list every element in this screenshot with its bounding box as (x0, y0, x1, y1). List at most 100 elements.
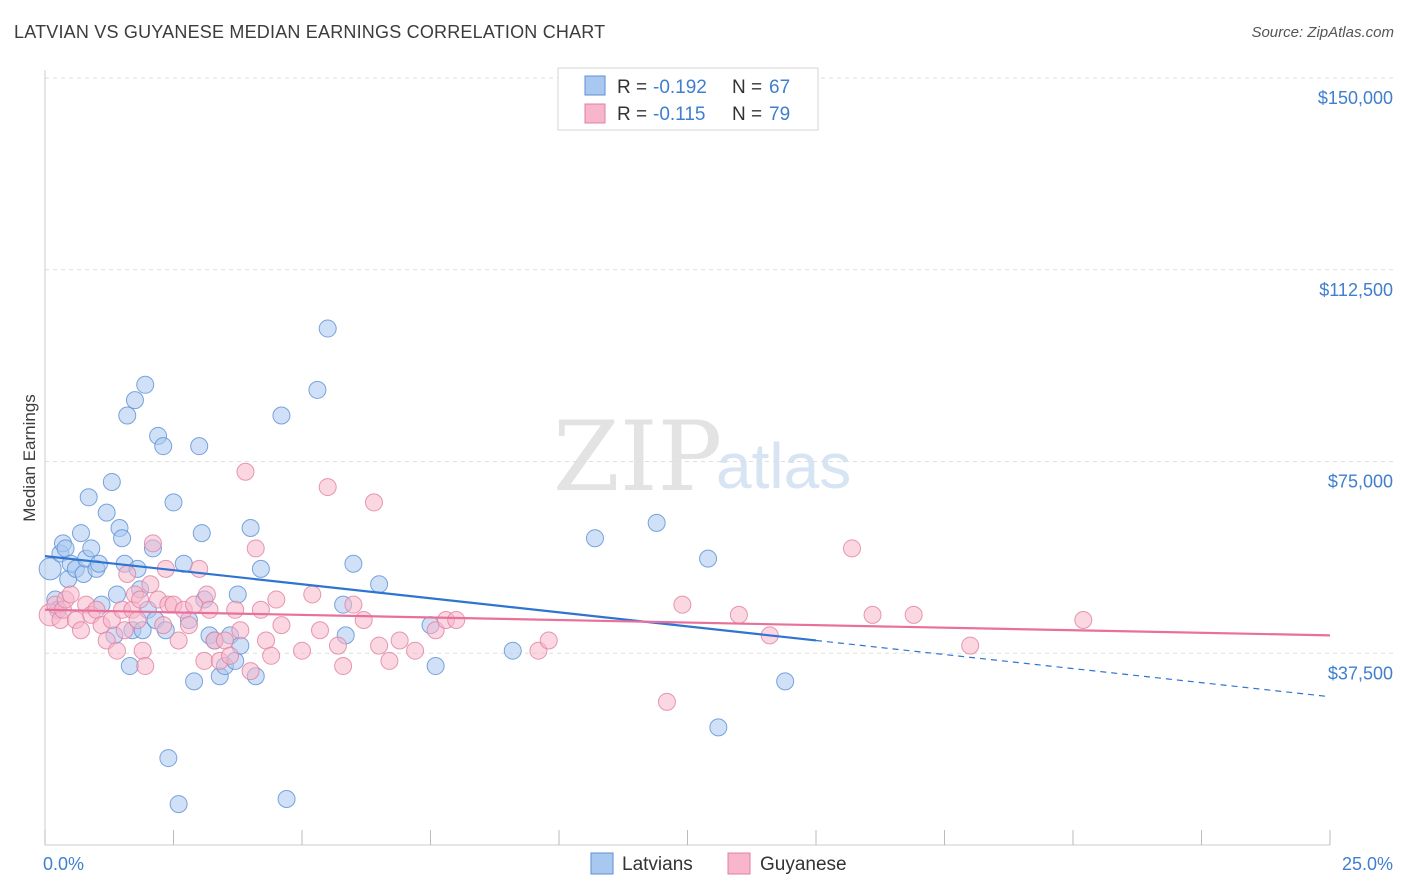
point-guyanese-35 (190, 559, 209, 578)
point-guyanese-61 (364, 493, 383, 512)
point-guyanese-43 (226, 600, 245, 619)
point-guyanese-5 (61, 585, 80, 604)
point-guyanese-57 (328, 636, 347, 655)
point-guyanese-36 (195, 651, 214, 670)
bottom-legend-swatch-latvians (590, 852, 614, 875)
point-latvians-15 (89, 554, 108, 573)
legend-r-value-1: -0.192 (653, 77, 707, 98)
point-guyanese-25 (143, 534, 162, 553)
point-latvians-39 (164, 493, 183, 512)
point-guyanese-71 (657, 692, 676, 711)
point-guyanese-37 (197, 585, 216, 604)
point-guyanese-16 (115, 621, 134, 640)
point-guyanese-73 (729, 605, 748, 624)
point-latvians-9 (71, 524, 90, 543)
point-guyanese-27 (154, 616, 173, 635)
point-guyanese-41 (215, 631, 234, 650)
point-latvians-45 (192, 524, 211, 543)
point-latvians-64 (344, 554, 363, 573)
point-guyanese-17 (118, 564, 137, 583)
point-latvians-68 (503, 641, 522, 660)
point-guyanese-62 (370, 636, 389, 655)
x-tick-label-max: 25.0% (1342, 854, 1393, 874)
point-latvians-73 (776, 672, 795, 691)
legend-n-value-2: 79 (769, 104, 790, 125)
point-guyanese-60 (354, 611, 373, 630)
axes: $37,500 $75,000 $112,500 $150,000 (44, 70, 1393, 846)
trend-extension-latvians (815, 639, 1331, 698)
point-guyanese-72 (673, 595, 692, 614)
y-axis-label: Median Earnings (20, 394, 39, 522)
point-latvians-65 (370, 575, 389, 594)
point-latvians-57 (251, 559, 270, 578)
trend-line-latvians (44, 555, 817, 642)
legend-n-value-1: 67 (769, 77, 790, 98)
point-guyanese-78 (961, 636, 980, 655)
point-latvians-40 (169, 795, 188, 814)
point-guyanese-49 (257, 631, 276, 650)
point-latvians-44 (190, 437, 209, 456)
y-tick-label-1: $75,000 (1328, 472, 1393, 492)
point-guyanese-75 (842, 539, 861, 558)
series-legend: Latvians Guyanese (590, 852, 847, 875)
point-guyanese-33 (179, 616, 198, 635)
y-tick-label-0: $37,500 (1328, 663, 1393, 683)
source-label: Source: ZipAtlas.com (1251, 24, 1394, 41)
point-guyanese-23 (136, 657, 155, 676)
point-guyanese-47 (246, 539, 265, 558)
bottom-legend-guyanese: Guyanese (760, 854, 847, 875)
point-latvians-43 (185, 672, 204, 691)
chart-title: LATVIAN VS GUYANESE MEDIAN EARNINGS CORR… (14, 22, 606, 42)
bottom-legend-swatch-guyanese (727, 852, 751, 875)
point-guyanese-52 (272, 616, 291, 635)
y-tick-label-3: $150,000 (1318, 88, 1393, 108)
point-latvians-53 (228, 585, 247, 604)
point-latvians-22 (113, 529, 132, 548)
data-points (38, 319, 1093, 814)
point-guyanese-51 (267, 590, 286, 609)
point-latvians-70 (647, 513, 666, 532)
point-guyanese-48 (251, 600, 270, 619)
point-latvians-24 (118, 406, 137, 425)
point-guyanese-70 (539, 631, 558, 650)
point-guyanese-68 (447, 611, 466, 630)
point-guyanese-77 (904, 605, 923, 624)
y-tick-label-2: $112,500 (1319, 280, 1393, 300)
point-guyanese-64 (390, 631, 409, 650)
legend-r-label-1: R = (617, 77, 647, 98)
legend-r-value-2: -0.115 (653, 104, 705, 125)
point-guyanese-58 (334, 657, 353, 676)
point-guyanese-65 (406, 641, 425, 660)
point-guyanese-24 (141, 575, 160, 594)
point-guyanese-76 (863, 605, 882, 624)
point-guyanese-31 (169, 631, 188, 650)
point-guyanese-53 (293, 641, 311, 660)
point-guyanese-21 (131, 590, 150, 609)
point-latvians-18 (102, 472, 121, 491)
point-guyanese-7 (71, 621, 90, 640)
trend-line-guyanese (44, 608, 1331, 637)
point-latvians-5 (56, 539, 75, 558)
point-latvians-17 (97, 503, 116, 522)
point-latvians-20 (107, 585, 126, 604)
legend-swatch-guyanese (584, 103, 606, 124)
point-guyanese-38 (200, 600, 219, 619)
point-latvians-58 (272, 406, 291, 425)
point-latvians-27 (125, 391, 144, 410)
legend-n-label-1: N = (732, 77, 762, 98)
point-latvians-31 (136, 375, 155, 394)
point-latvians-69 (585, 529, 604, 548)
point-latvians-59 (277, 789, 296, 808)
point-latvians-71 (699, 549, 718, 568)
point-guyanese-14 (107, 641, 126, 660)
point-latvians-55 (241, 518, 260, 537)
point-guyanese-79 (1074, 611, 1093, 630)
point-guyanese-22 (133, 641, 152, 660)
point-guyanese-54 (303, 585, 322, 604)
correlation-legend: R = -0.192 N = 67 R = -0.115 N = 79 (557, 67, 819, 131)
bottom-legend-latvians: Latvians (622, 854, 693, 875)
point-guyanese-46 (241, 662, 260, 681)
point-guyanese-50 (262, 646, 281, 665)
x-tick-label-min: 0.0% (43, 854, 84, 874)
